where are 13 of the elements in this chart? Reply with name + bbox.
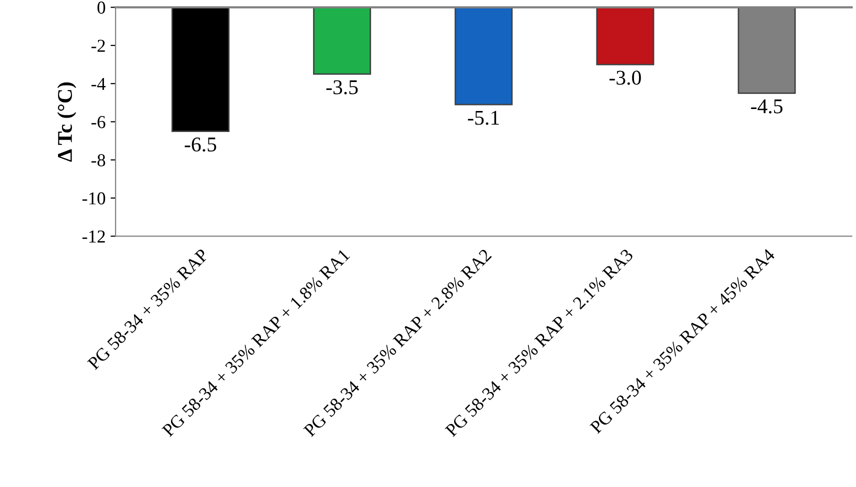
y-tick-label: -12 [82, 230, 105, 242]
y-tick-label: -8 [91, 154, 106, 166]
data-label: -3.0 [609, 70, 641, 85]
y-tick-label: 0 [98, 2, 106, 14]
data-label: -4.5 [751, 99, 782, 114]
y-tick-label: -10 [82, 192, 106, 204]
y-tick-label: -4 [91, 78, 106, 90]
y-tick-label: -6 [91, 116, 106, 128]
data-label: -5.1 [468, 110, 499, 125]
y-axis-title: Δ Tc (°C) [57, 82, 76, 162]
data-label: -6.5 [184, 138, 216, 152]
data-label: -3.5 [326, 80, 358, 94]
y-tick-label: -2 [91, 40, 105, 52]
